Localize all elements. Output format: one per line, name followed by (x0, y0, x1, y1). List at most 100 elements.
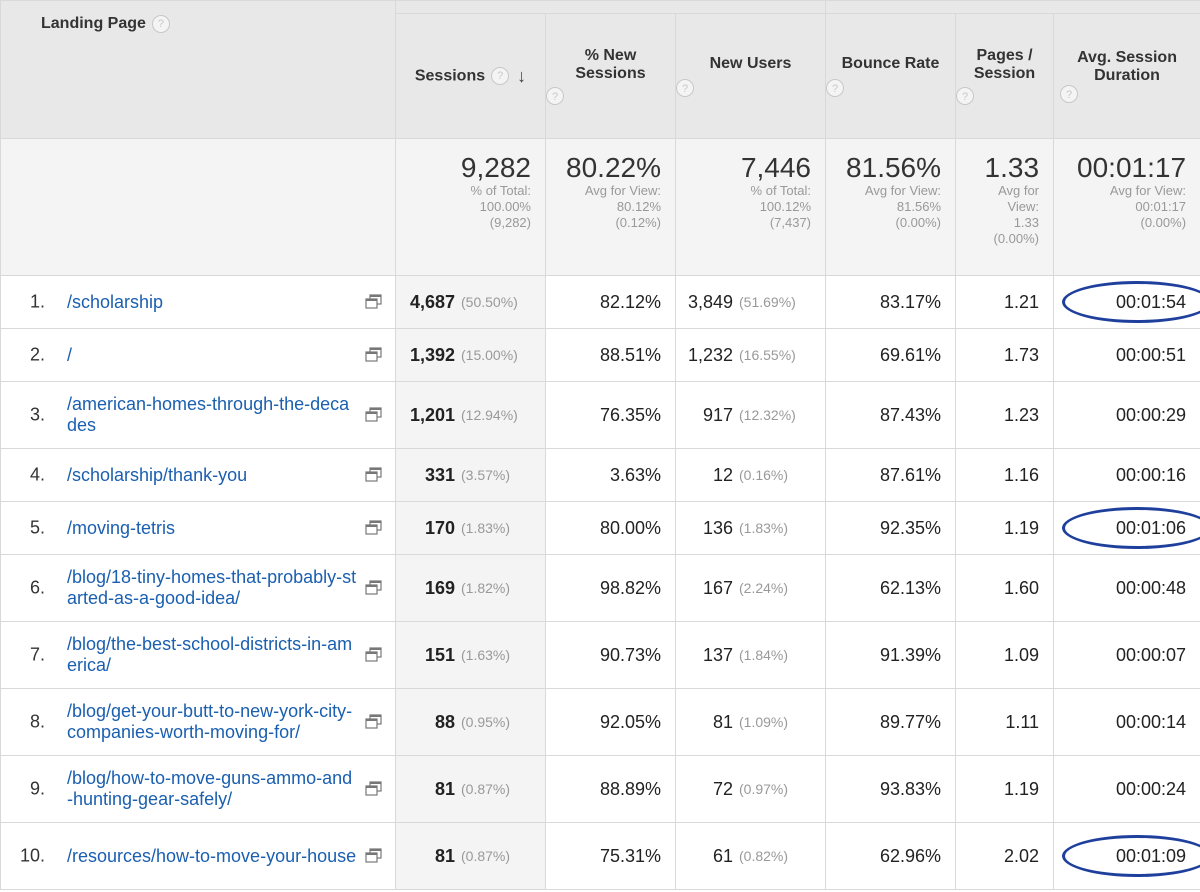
pct-new-sessions-value: 3.63% (609, 464, 661, 485)
row-rank: 2. (29, 344, 45, 365)
new-users-header[interactable]: New Users ? (674, 13, 827, 139)
landing-page-link[interactable]: /scholarship (67, 291, 164, 312)
pages-session-value: 1.60 (1003, 577, 1040, 598)
landing-page-link[interactable]: /blog/how-to-move-guns-ammo-and-hunting-… (67, 768, 353, 809)
sessions-percent: (0.87%) (461, 781, 511, 797)
row-rank: 10. (19, 845, 45, 866)
sessions-value: 1,201 (409, 404, 455, 425)
pages-session-value: 1.73 (1003, 344, 1040, 365)
table-row: 7. /blog/the-best-school-districts-in-am… (0, 621, 1200, 689)
pct-new-sessions-header[interactable]: % New Sessions ? (545, 13, 676, 139)
landing-page-link[interactable]: /scholarship/thank-you (67, 464, 248, 485)
acquisition-group-header (394, 0, 827, 14)
landing-page-cell: 9. /blog/how-to-move-guns-ammo-and-hunti… (0, 755, 396, 823)
pages-session-cell: 1.23 (955, 381, 1055, 449)
open-in-new-window-icon[interactable] (365, 647, 383, 663)
open-in-new-window-icon[interactable] (365, 294, 383, 310)
sessions-percent: (0.87%) (461, 848, 511, 864)
row-rank: 3. (29, 404, 45, 425)
open-in-new-window-icon[interactable] (365, 347, 383, 363)
help-icon[interactable]: ? (546, 87, 564, 105)
pct-new-sessions-label-line2: Sessions (575, 65, 646, 82)
help-icon[interactable]: ? (826, 79, 845, 97)
table-row: 8. /blog/get-your-butt-to-new-york-city-… (0, 688, 1200, 756)
help-icon[interactable]: ? (491, 67, 510, 85)
total-new-users: 7,446 % of Total: 100.12% (7,437) (674, 138, 827, 276)
sessions-cell: 1,392 (15.00%) (395, 328, 546, 382)
open-in-new-window-icon[interactable] (365, 580, 383, 596)
row-rank: 1. (29, 291, 45, 312)
bounce-rate-header[interactable]: Bounce Rate ? (825, 13, 957, 139)
new-users-value: 917 (702, 404, 734, 425)
pct-new-sessions-cell: 88.89% (545, 755, 676, 823)
new-users-cell: 136 (1.83%) (674, 501, 827, 555)
pct-new-sessions-label-line1: % New (584, 47, 637, 64)
new-users-cell: 137 (1.84%) (674, 621, 827, 689)
landing-page-link[interactable]: /blog/18-tiny-homes-that-probably-starte… (67, 567, 357, 608)
landing-page-cell: 1. /scholarship (0, 275, 396, 329)
new-users-value: 81 (712, 711, 734, 732)
pages-session-header[interactable]: Pages / Session ? (955, 13, 1055, 139)
row-rank: 7. (29, 644, 45, 665)
bounce-rate-value: 62.96% (879, 845, 942, 866)
landing-page-label: Landing Page (41, 15, 146, 32)
landing-page-link[interactable]: /resources/how-to-move-your-house (67, 845, 357, 866)
row-rank: 8. (29, 711, 45, 732)
sessions-value: 81 (434, 845, 455, 866)
help-icon[interactable]: ? (676, 79, 694, 97)
bounce-rate-value: 93.83% (879, 778, 942, 799)
total-bounce-rate: 81.56% Avg for View: 81.56% (0.00%) (825, 138, 957, 276)
new-users-value: 3,849 (687, 291, 734, 312)
open-in-new-window-icon[interactable] (365, 520, 383, 536)
avg-session-duration-value: 00:00:14 (1115, 711, 1187, 732)
landing-page-link[interactable]: /blog/get-your-butt-to-new-york-city-com… (67, 701, 353, 742)
pages-session-value: 1.21 (1003, 291, 1040, 312)
pct-new-sessions-value: 75.31% (599, 845, 661, 866)
pages-session-value: 1.16 (1003, 464, 1040, 485)
bounce-rate-value: 87.61% (879, 464, 942, 485)
sessions-cell: 81 (0.87%) (395, 822, 546, 890)
bounce-rate-cell: 69.61% (825, 328, 957, 382)
sessions-header[interactable]: Sessions? ↓ (395, 13, 546, 139)
sessions-value: 4,687 (409, 291, 455, 312)
pages-session-cell: 1.19 (955, 501, 1055, 555)
sessions-cell: 331 (3.57%) (395, 448, 546, 502)
new-users-percent: (2.24%) (739, 580, 789, 596)
sessions-cell: 81 (0.87%) (395, 755, 546, 823)
avg-session-duration-header[interactable]: Avg. Session Duration? (1053, 13, 1200, 139)
open-in-new-window-icon[interactable] (365, 848, 383, 864)
landing-page-link[interactable]: /moving-tetris (67, 517, 176, 538)
help-icon[interactable]: ? (151, 14, 170, 33)
avg-session-duration-cell: 00:00:14 (1053, 688, 1200, 756)
landing-page-link[interactable]: /american-homes-through-the-decades (67, 394, 350, 435)
pages-session-cell: 1.09 (955, 621, 1055, 689)
pct-new-sessions-value: 92.05% (599, 711, 661, 732)
open-in-new-window-icon[interactable] (365, 407, 383, 423)
bounce-rate-value: 92.35% (879, 517, 942, 538)
avg-session-duration-value: 00:00:29 (1115, 404, 1187, 425)
bounce-rate-value: 69.61% (879, 344, 942, 365)
new-users-label: New Users (709, 55, 792, 72)
pct-new-sessions-cell: 98.82% (545, 554, 676, 622)
sessions-percent: (15.00%) (461, 347, 518, 363)
sort-descending-icon[interactable]: ↓ (517, 65, 527, 86)
pages-session-cell: 1.16 (955, 448, 1055, 502)
pages-session-value: 1.19 (1003, 778, 1040, 799)
landing-page-header[interactable]: Landing Page? (0, 0, 396, 139)
help-icon[interactable]: ? (1060, 85, 1079, 103)
landing-page-link[interactable]: / (67, 344, 73, 365)
help-icon[interactable]: ? (956, 87, 975, 105)
pct-new-sessions-cell: 75.31% (545, 822, 676, 890)
avg-session-duration-value: 00:00:16 (1115, 464, 1187, 485)
pages-session-cell: 1.21 (955, 275, 1055, 329)
landing-page-link[interactable]: /blog/the-best-school-districts-in-ameri… (67, 634, 353, 675)
sessions-percent: (12.94%) (461, 407, 518, 423)
sessions-label: Sessions (414, 67, 486, 85)
total-avg-session-duration: 00:01:17 Avg for View: 00:01:17 (0.00%) (1053, 138, 1200, 276)
total-sessions: 9,282 % of Total: 100.00% (9,282) (395, 138, 546, 276)
table-row: 1. /scholarship 4,687 (50.50%) 82.12% 3,… (0, 275, 1200, 329)
open-in-new-window-icon[interactable] (365, 467, 383, 483)
open-in-new-window-icon[interactable] (365, 781, 383, 797)
open-in-new-window-icon[interactable] (365, 714, 383, 730)
